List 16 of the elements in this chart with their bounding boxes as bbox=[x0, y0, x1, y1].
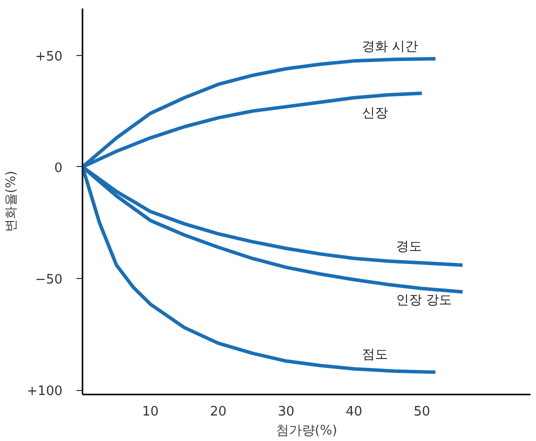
series-label: 점도 bbox=[362, 347, 388, 362]
y-axis-title: 변화율(%) bbox=[4, 170, 19, 232]
series-label: 신장 bbox=[362, 106, 388, 122]
x-tick-label: 50 bbox=[414, 404, 430, 420]
series-label: 경화 시간 bbox=[362, 39, 418, 54]
x-axis-title: 첨가량(%) bbox=[276, 424, 338, 438]
x-tick-label: 30 bbox=[278, 404, 294, 420]
y-tick-label: +100 bbox=[26, 384, 63, 400]
series-label: 경도 bbox=[396, 240, 422, 255]
x-tick-label: 20 bbox=[210, 404, 227, 420]
x-tick-label: 10 bbox=[142, 404, 159, 420]
x-tick-label: 40 bbox=[346, 404, 362, 420]
y-tick-label: +50 bbox=[35, 49, 63, 64]
y-tick-label: −50 bbox=[35, 272, 63, 288]
y-tick-label: 0 bbox=[54, 160, 63, 176]
series-label: 인장 강도 bbox=[396, 293, 452, 308]
